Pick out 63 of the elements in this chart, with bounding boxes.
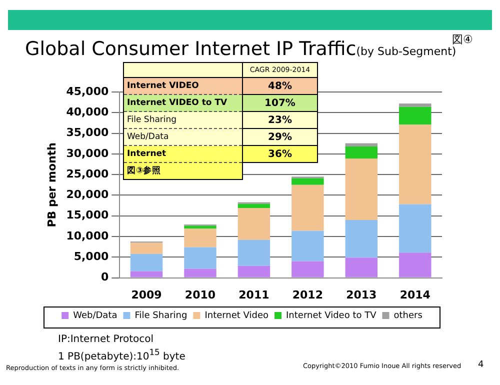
y-tick-label: 25,000 bbox=[66, 167, 109, 180]
y-tick-label: 10,000 bbox=[66, 229, 109, 242]
legend-label: others bbox=[394, 310, 423, 321]
bar bbox=[130, 242, 163, 254]
bar bbox=[130, 254, 163, 272]
x-tick-label: 2009 bbox=[131, 288, 162, 302]
category-label: Web/Data bbox=[124, 128, 242, 146]
bar bbox=[399, 204, 432, 253]
data-label: 48% bbox=[242, 78, 318, 94]
y-tick-label: 30,000 bbox=[66, 146, 109, 160]
bar bbox=[399, 106, 432, 125]
y-tick-label: 20,000 bbox=[66, 188, 109, 202]
bar bbox=[345, 220, 378, 258]
category-label: 図③参照 bbox=[124, 162, 242, 180]
data-label: 107% bbox=[242, 94, 318, 112]
y-tick-label: 0 bbox=[100, 270, 109, 284]
bar bbox=[238, 240, 270, 266]
y-tick-label: 40,000 bbox=[66, 106, 109, 119]
bar bbox=[292, 261, 324, 278]
bar bbox=[184, 268, 216, 278]
legend-label: File Sharing bbox=[134, 310, 188, 321]
bar bbox=[184, 228, 216, 248]
bar bbox=[345, 143, 378, 146]
x-tick-label: 2010 bbox=[184, 288, 216, 302]
text: 4 bbox=[478, 360, 484, 370]
x-tick-label: 2012 bbox=[292, 288, 323, 302]
bar bbox=[345, 158, 378, 220]
bar bbox=[345, 258, 378, 278]
category-label: Internet VIDEO bbox=[124, 78, 242, 94]
legend-label: Web/Data bbox=[73, 310, 118, 321]
bar bbox=[399, 124, 432, 204]
bar bbox=[399, 104, 432, 107]
x-tick-label: 2014 bbox=[400, 288, 431, 302]
category-label: Internet VIDEO to TV bbox=[124, 94, 242, 112]
y-axis-title: PB per month bbox=[45, 142, 58, 228]
y-tick-label: 35,000 bbox=[66, 126, 109, 140]
bar bbox=[292, 178, 324, 185]
bar bbox=[238, 204, 270, 208]
x-tick-label: 2011 bbox=[238, 288, 270, 302]
bar bbox=[184, 247, 216, 269]
legend-label: Internet Video bbox=[204, 310, 270, 321]
legend-label: Internet Video to TV bbox=[286, 310, 378, 321]
category-label: File Sharing bbox=[124, 112, 242, 128]
bar bbox=[292, 184, 324, 231]
bar bbox=[238, 208, 270, 240]
text: 図④ bbox=[452, 32, 473, 46]
bar bbox=[345, 146, 378, 158]
text: 1 PB(petabyte):10$^{15}$ byte bbox=[58, 347, 186, 362]
bar bbox=[399, 252, 432, 278]
data-label: 36% bbox=[242, 146, 318, 162]
bar bbox=[130, 271, 163, 278]
data-label: 23% bbox=[242, 112, 318, 128]
y-tick-label: 45,000 bbox=[66, 84, 109, 98]
data-label: 29% bbox=[242, 128, 318, 146]
chart-subtitle: (by Sub-Segment) bbox=[356, 45, 456, 58]
y-tick-label: 15,000 bbox=[66, 208, 109, 222]
bar bbox=[292, 230, 324, 262]
x-tick-label: 2013 bbox=[346, 288, 377, 302]
text: IP:Internet Protocol bbox=[58, 334, 154, 345]
bar bbox=[238, 266, 270, 278]
y-tick-label: 5,000 bbox=[74, 250, 109, 264]
category-label: Internet bbox=[124, 146, 242, 162]
chart-title: Global Consumer Internet IP Traffic bbox=[25, 38, 356, 60]
